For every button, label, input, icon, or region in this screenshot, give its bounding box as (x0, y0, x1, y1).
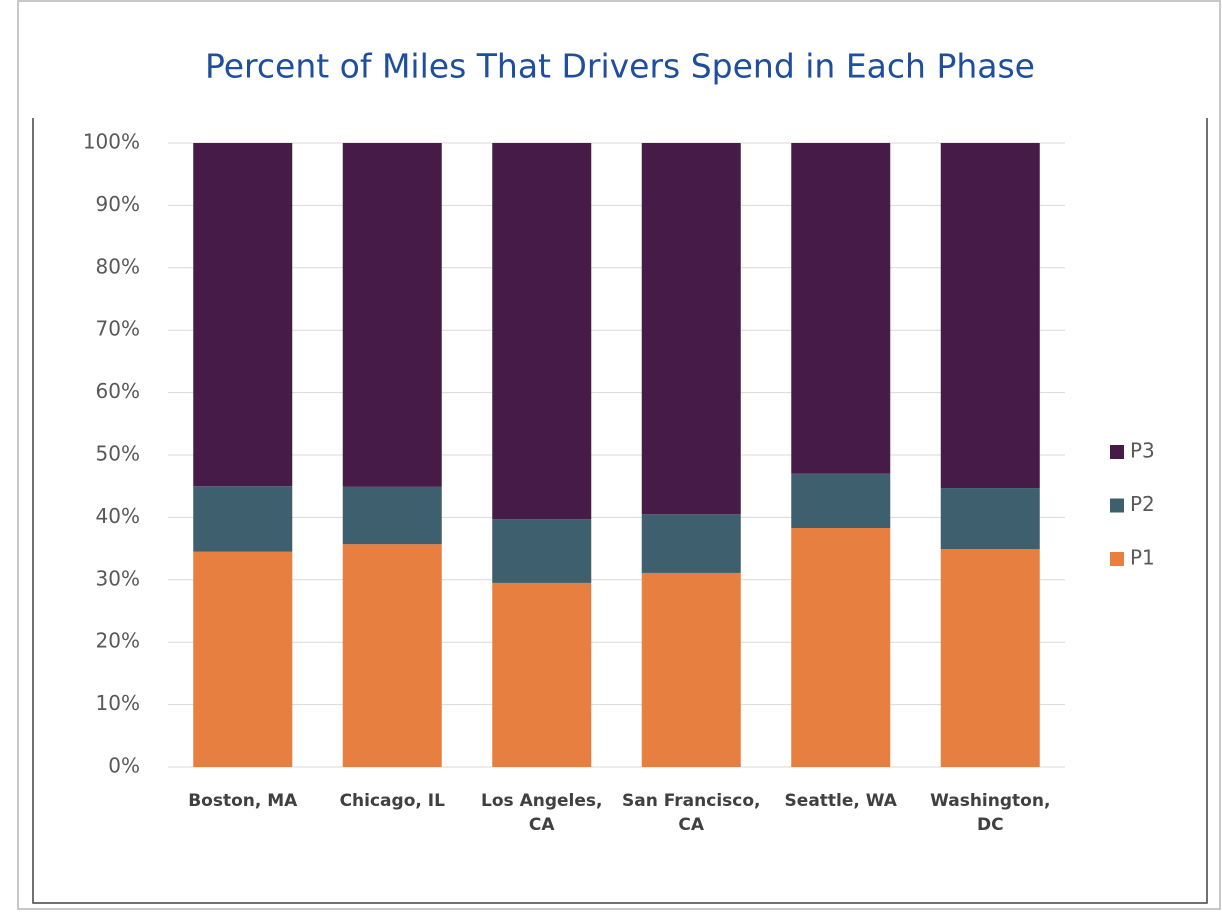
y-tick-label: 0% (108, 754, 140, 778)
bar-segment (492, 582, 592, 767)
bar-segment (193, 486, 293, 552)
bar-segment (791, 143, 891, 474)
bar-segment (641, 514, 741, 573)
bar-segment (940, 549, 1040, 767)
x-label-box: Seattle, WA (784, 791, 897, 811)
bar-segment (492, 519, 592, 583)
x-tick-label: Boston, MA (188, 791, 298, 811)
y-tick-label: 50% (96, 442, 140, 466)
bar-segment (940, 488, 1040, 550)
x-tick-label: Los Angeles, CA (481, 791, 603, 835)
y-tick-label: 20% (96, 629, 140, 653)
legend-label: P3 (1130, 439, 1155, 463)
y-tick-label: 70% (96, 317, 140, 341)
bar-segment (940, 143, 1040, 489)
bar-segment (641, 572, 741, 767)
bar-segment (342, 544, 442, 767)
x-tick-label: Chicago, IL (339, 791, 445, 811)
plot-frame (32, 118, 1208, 904)
bar-segment (492, 143, 592, 520)
bar-segment (193, 143, 293, 487)
bar-segment (342, 486, 442, 545)
y-tick-label: 10% (96, 691, 140, 715)
x-tick-label: Seattle, WA (784, 791, 897, 811)
outer-frame (17, 0, 1221, 910)
y-tick-label: 80% (96, 254, 140, 278)
legend-label: P1 (1130, 546, 1155, 570)
bar-segment (791, 473, 891, 529)
chart-title: Percent of Miles That Drivers Spend in E… (205, 47, 1035, 86)
bar-segment (791, 528, 891, 767)
x-label-box: Boston, MA (188, 791, 298, 811)
y-tick-label: 100% (83, 130, 140, 154)
y-tick-label: 30% (96, 566, 140, 590)
legend-swatch (1110, 498, 1124, 513)
y-tick-label: 60% (96, 379, 140, 403)
x-label-box: Los Angeles, CA (481, 791, 603, 835)
legend-swatch (1110, 445, 1124, 459)
x-label-box: Chicago, IL (339, 791, 445, 811)
x-label-box: San Francisco, CA (622, 791, 761, 835)
legend-swatch (1110, 552, 1124, 566)
bar-segment (641, 143, 741, 515)
x-tick-label: San Francisco, CA (622, 791, 761, 835)
legend-label: P2 (1130, 492, 1155, 516)
x-label-box: Washington, DC (930, 791, 1051, 835)
y-tick-label: 40% (96, 504, 140, 528)
bar-segment (193, 551, 293, 767)
x-tick-label: Washington, DC (930, 791, 1051, 835)
bar-segment (342, 143, 442, 487)
y-tick-label: 90% (96, 192, 140, 216)
